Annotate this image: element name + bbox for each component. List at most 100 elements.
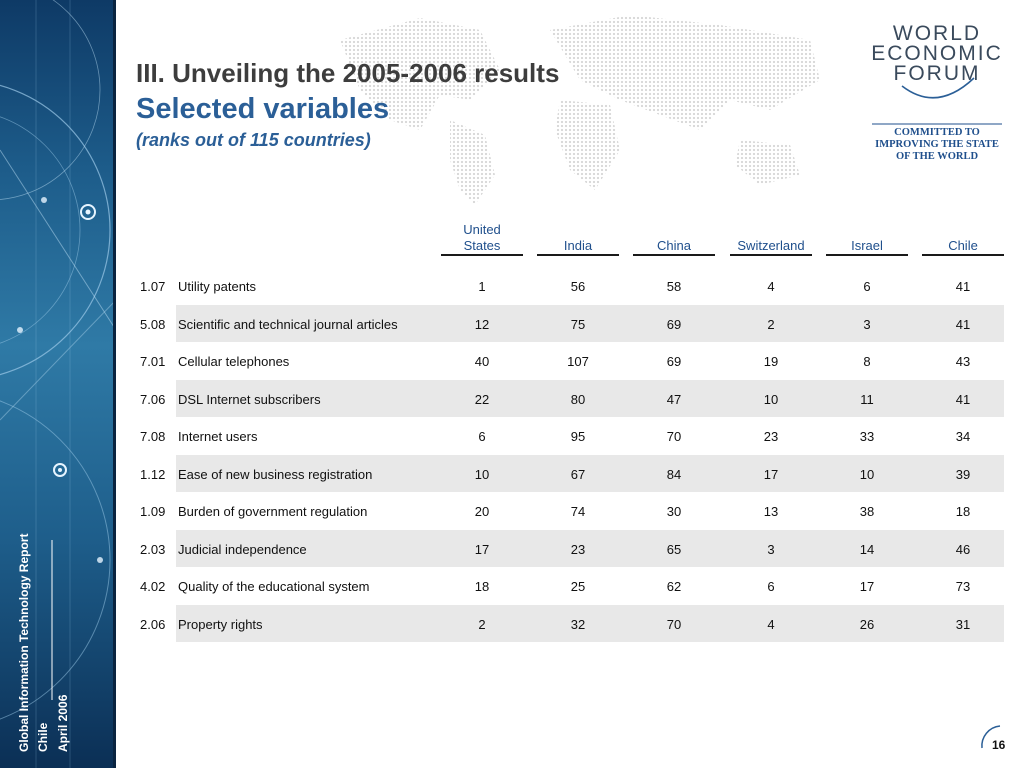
- variable-label: Utility patents: [178, 279, 257, 294]
- rank-cell: 3: [767, 541, 775, 557]
- rank-cell: 84: [666, 466, 682, 482]
- table-row: 1.09 Burden of government regulation 20 74 3…: [136, 492, 1004, 530]
- rank-cell: 18: [474, 579, 490, 594]
- rank-cell: 33: [859, 429, 875, 444]
- variable-label: Property rights: [178, 616, 263, 632]
- table-row: 5.08 Scientific and technical journal art…: [136, 304, 1004, 342]
- wef-logo: WORLD ECONOMIC FORUM COMMITTED TO IMPROV…: [871, 22, 1002, 162]
- logo-arc: [901, 77, 975, 99]
- rank-cell: 4: [767, 616, 775, 632]
- variable-code: 5.08: [140, 316, 166, 332]
- rank-cell: 22: [474, 391, 490, 407]
- page-number: 16: [992, 738, 1006, 752]
- variable-code: 2.06: [140, 616, 166, 632]
- rank-cell: 8: [863, 354, 871, 369]
- rank-cell: 13: [763, 504, 779, 519]
- sidebar-decoration: [0, 0, 116, 768]
- rank-cell: 23: [763, 429, 779, 444]
- rank-cell: 31: [955, 616, 971, 632]
- row-shading: [176, 529, 1004, 567]
- rank-cell: 23: [570, 541, 586, 557]
- rank-cell: 74: [570, 504, 586, 519]
- header-us-line-2: States: [463, 238, 501, 253]
- column-header-china: China: [633, 220, 715, 256]
- header-us-line-1: United: [463, 222, 501, 237]
- rank-cell: 17: [763, 466, 779, 482]
- page-number-arc: [981, 725, 1001, 749]
- rank-cell: 12: [474, 316, 490, 332]
- rank-cell: 25: [570, 579, 586, 594]
- rank-cell: 38: [859, 504, 875, 519]
- rank-cell: 3: [863, 316, 871, 332]
- rank-cell: 17: [474, 541, 490, 557]
- variable-label: Judicial independence: [178, 541, 307, 557]
- rank-cell: 67: [570, 466, 586, 482]
- rank-cell: 30: [666, 504, 682, 519]
- variable-label: Burden of government regulation: [178, 504, 368, 519]
- rank-cell: 32: [570, 616, 586, 632]
- rank-cell: 80: [570, 391, 586, 407]
- sidebar-report-name: Global Information Technology Report: [17, 533, 31, 752]
- table-row: 1.07 Utility patents 1 56 58 4 6 41: [136, 267, 1004, 305]
- logo-tagline-3: OF THE WORLD: [896, 151, 978, 162]
- rank-cell: 75: [570, 316, 586, 332]
- rank-cell: 2: [478, 616, 486, 632]
- rank-cell: 6: [478, 429, 486, 444]
- table-row: 2.06 Property rights 2 32 70 4 26 31: [136, 604, 1004, 642]
- rank-cell: 70: [666, 429, 682, 444]
- variable-code: 7.08: [140, 429, 166, 444]
- rank-cell: 107: [567, 354, 589, 369]
- table-row: 7.06 DSL Internet subscribers 22 80 47 10 11 41: [136, 379, 1004, 417]
- rank-cell: 41: [955, 391, 971, 407]
- rank-cell: 26: [859, 616, 875, 632]
- rank-cell: 4: [767, 279, 775, 294]
- rank-cell: 46: [955, 541, 971, 557]
- page-title: III. Unveiling the 2005-2006 results: [136, 58, 560, 88]
- rank-cell: 47: [666, 391, 682, 407]
- rank-cell: 70: [666, 616, 682, 632]
- rank-cell: 39: [955, 466, 971, 482]
- variable-code: 2.03: [140, 541, 166, 557]
- column-header-switzerland: Switzerland: [730, 220, 812, 256]
- table-row: 7.01 Cellular telephones 40 107 69 19 8 43: [136, 342, 1004, 380]
- sidebar-date: April 2006: [56, 694, 70, 752]
- rank-cell: 56: [570, 279, 586, 294]
- row-shading: [176, 304, 1004, 342]
- rank-cell: 41: [955, 279, 971, 294]
- table-row: 7.08 Internet users 6 95 70 23 33 34: [136, 417, 1004, 455]
- table-row: 1.12 Ease of new business registration 10 6…: [136, 454, 1004, 492]
- row-shading: [176, 604, 1004, 642]
- variable-label: Internet users: [178, 429, 258, 444]
- table-row: 4.02 Quality of the educational system 18 2…: [136, 567, 1004, 605]
- sidebar-country: Chile: [36, 722, 50, 752]
- rank-cell: 41: [955, 316, 971, 332]
- variable-label: DSL Internet subscribers: [178, 391, 321, 407]
- rank-cell: 65: [666, 541, 682, 557]
- logo-tagline-1: COMMITTED TO: [894, 127, 980, 138]
- variable-code: 7.01: [140, 354, 166, 369]
- variable-label: Scientific and technical journal article…: [178, 316, 398, 332]
- variable-code: 1.12: [140, 466, 166, 482]
- rank-cell: 11: [860, 391, 874, 407]
- rank-cell: 10: [474, 466, 490, 482]
- table-row: 2.03 Judicial independence 17 23 65 3 14 46: [136, 529, 1004, 567]
- rank-cell: 17: [859, 579, 875, 594]
- rank-cell: 69: [666, 354, 682, 369]
- rank-cell: 20: [474, 504, 490, 519]
- rank-cell: 6: [767, 579, 775, 594]
- rank-cell: 6: [863, 279, 871, 294]
- rank-cell: 34: [955, 429, 971, 444]
- rank-cell: 10: [763, 391, 779, 407]
- variable-code: 7.06: [140, 391, 166, 407]
- variable-code: 4.02: [140, 579, 166, 594]
- variable-label: Cellular telephones: [178, 354, 290, 369]
- row-shading: [176, 379, 1004, 417]
- rank-cell: 40: [474, 354, 490, 369]
- variable-code: 1.07: [140, 279, 166, 294]
- logo-word-1: WORLD: [893, 22, 981, 45]
- variable-label: Quality of the educational system: [178, 579, 370, 594]
- page-caption: (ranks out of 115 countries): [136, 130, 371, 150]
- column-header-chile: Chile: [922, 220, 1004, 256]
- page-subtitle: Selected variables: [136, 93, 390, 125]
- column-header-india: India: [537, 220, 619, 256]
